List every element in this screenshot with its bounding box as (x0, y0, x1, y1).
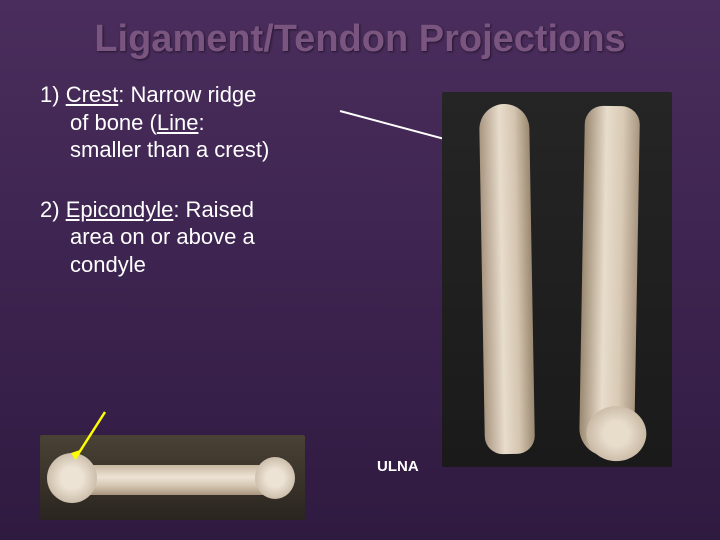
def-text: : (198, 110, 204, 135)
def-text: : Raised (173, 197, 254, 222)
def-line: of bone (Line: (40, 109, 350, 137)
def-text: of bone ( (70, 110, 157, 135)
item-number: 2) (40, 197, 66, 222)
term-line: Line (157, 110, 199, 135)
def-text: : Narrow ridge (118, 82, 256, 107)
def-line: smaller than a crest) (40, 136, 350, 164)
def-line: area on or above a (40, 223, 350, 251)
term-crest: Crest (66, 82, 119, 107)
item-number: 1) (40, 82, 66, 107)
ulna-label: ULNA (377, 458, 419, 475)
def-line: condyle (40, 251, 350, 279)
ulna-bone-image (442, 92, 672, 467)
bone-shape (479, 104, 535, 455)
arrow-icon (65, 407, 125, 472)
term-epicondyle: Epicondyle (66, 197, 174, 222)
slide-title: Ligament/Tendon Projections (0, 0, 720, 71)
definition-1: 1) Crest: Narrow ridge of bone (Line: sm… (40, 81, 350, 164)
bone-shape (579, 106, 640, 457)
definition-2: 2) Epicondyle: Raised area on or above a… (40, 196, 350, 279)
